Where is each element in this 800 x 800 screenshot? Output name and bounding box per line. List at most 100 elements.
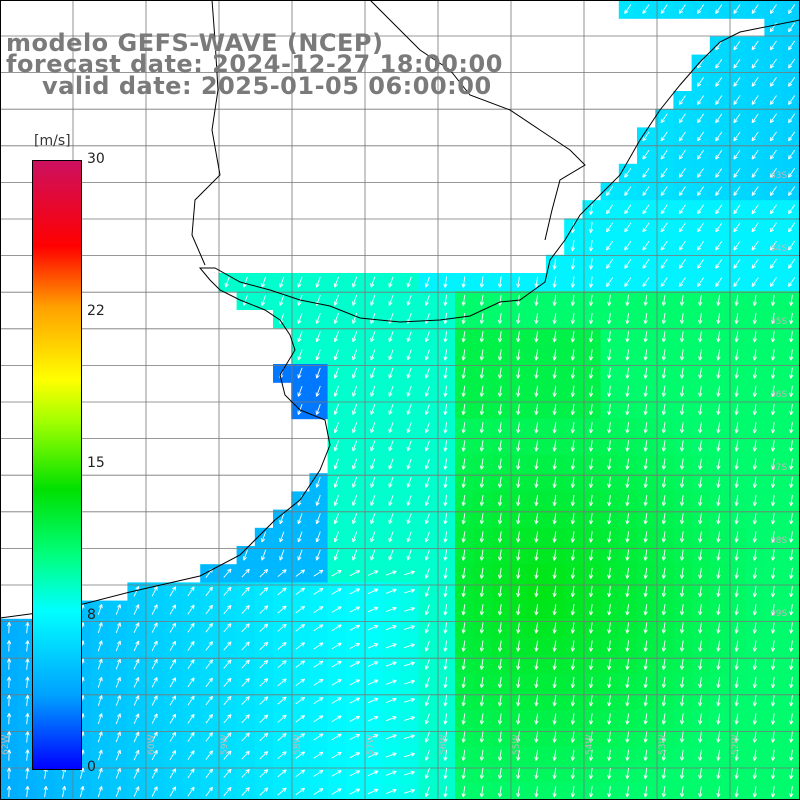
arrow-head (733, 264, 735, 269)
wind-arrow (733, 168, 741, 178)
wind-arrow (479, 658, 484, 670)
wind-cell (509, 382, 529, 401)
arrow-shaft (624, 168, 632, 178)
wind-cell (455, 600, 474, 620)
arrow-head (715, 173, 717, 178)
wind-cell (637, 673, 656, 693)
wind-cell (109, 618, 128, 638)
wind-cell (582, 309, 602, 329)
arrow-shaft (444, 385, 448, 397)
arrow-head (790, 684, 794, 689)
wind-arrow (588, 203, 594, 215)
wind-arrow (295, 696, 306, 705)
wind-arrow (642, 204, 650, 215)
arrow-head (716, 338, 719, 343)
wind-cell (618, 0, 638, 19)
arrow-head (608, 502, 612, 507)
wind-cell (309, 582, 329, 602)
wind-arrow (770, 476, 776, 488)
wind-arrow (789, 549, 794, 561)
wind-cell (728, 254, 747, 274)
wind-arrow (424, 531, 430, 543)
arrow-shaft (425, 513, 430, 524)
arrow-head (282, 605, 287, 608)
wind-arrow (333, 349, 339, 361)
arrow-head (535, 556, 539, 561)
arrow-shaft (751, 277, 759, 287)
arrow-shaft (425, 476, 430, 488)
arrow-shaft (334, 476, 339, 488)
wind-arrow (385, 661, 397, 667)
wind-arrow (279, 294, 285, 306)
wind-arrow (223, 568, 232, 578)
arrow-head (698, 556, 701, 561)
arrow-head (516, 683, 519, 688)
arrow-head (772, 611, 776, 616)
wind-cell (764, 236, 784, 256)
wind-cell (637, 163, 656, 183)
wind-cell (473, 746, 492, 765)
arrow-head (318, 642, 324, 644)
wind-cell (400, 691, 420, 711)
wind-cell (109, 709, 128, 729)
wind-arrow (97, 695, 103, 706)
arrow-head (334, 320, 338, 324)
wind-cell (291, 273, 310, 292)
arrow-shaft (769, 259, 777, 269)
wind-cell (728, 273, 747, 292)
wind-arrow (331, 697, 342, 704)
arrow-head (734, 356, 737, 361)
wind-arrow (443, 494, 448, 507)
arrow-shaft (571, 422, 575, 434)
arrow-shaft (444, 458, 448, 470)
arrow-head (608, 411, 612, 416)
wind-arrow (789, 676, 794, 689)
arrow-head (461, 574, 464, 579)
wind-cell (473, 655, 492, 674)
arrow-head (552, 629, 555, 634)
arrow-shaft (444, 476, 448, 488)
wind-arrow (716, 640, 721, 652)
wind-cell (91, 764, 110, 784)
arrow-head (534, 283, 537, 288)
wind-arrow (697, 204, 705, 215)
arrow-head (788, 82, 790, 87)
wind-arrow (788, 222, 796, 233)
wind-cell (746, 673, 765, 693)
arrow-shaft (133, 640, 140, 652)
wind-arrow (534, 622, 539, 634)
arrow-head (681, 593, 685, 598)
arrow-shaft (370, 276, 376, 288)
arrow-shaft (388, 294, 394, 306)
wind-arrow (570, 440, 575, 452)
wind-arrow (643, 458, 648, 470)
wind-cell (473, 546, 492, 565)
arrow-shaft (590, 312, 593, 324)
arrow-head (388, 284, 393, 288)
arrow-head (716, 647, 719, 652)
arrow-shaft (769, 4, 777, 14)
arrow-shaft (735, 549, 739, 561)
arrow-head (679, 392, 683, 397)
arrow-shaft (444, 494, 448, 506)
wind-arrow (223, 659, 232, 669)
wind-cell (327, 473, 347, 492)
arrow-head (590, 593, 594, 598)
arrow-head (245, 677, 250, 681)
wind-cell (564, 236, 583, 256)
wind-arrow (261, 294, 267, 306)
arrow-head (462, 666, 466, 670)
arrow-shaft (699, 476, 702, 488)
wind-cell (436, 564, 456, 583)
wind-cell (673, 564, 693, 583)
wind-cell (764, 364, 784, 383)
arrow-head (644, 411, 648, 416)
wind-cell (546, 491, 565, 511)
arrow-head (534, 301, 537, 306)
arrow-shaft (462, 367, 466, 379)
wind-arrow (388, 549, 394, 561)
wind-arrow (349, 679, 361, 686)
arrow-shaft (151, 677, 158, 688)
wind-cell (564, 327, 583, 347)
arrow-shaft (313, 624, 324, 632)
